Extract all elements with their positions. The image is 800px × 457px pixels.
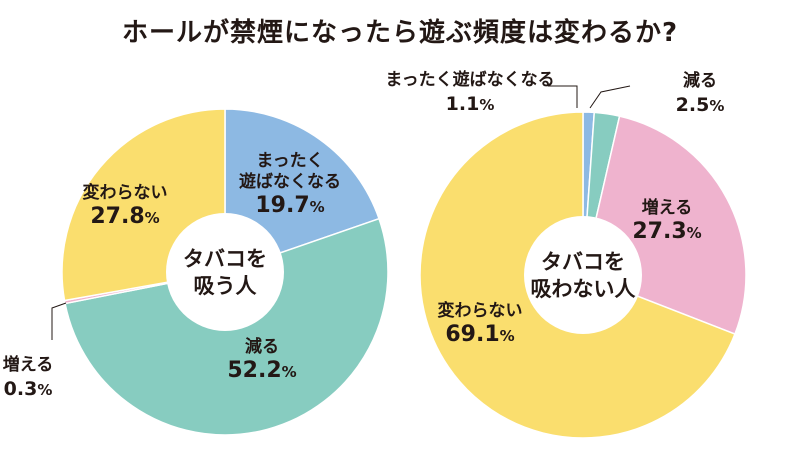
slice-value-label: 27.3% <box>632 219 701 244</box>
slice-labels: まったく遊ばなくなる19.7%減る52.2%増える0.3%変わらない27.8%ま… <box>3 69 725 400</box>
leader-line <box>51 302 67 340</box>
slice-name-label: 増える <box>3 354 54 375</box>
slice-name-label: 増える <box>642 197 693 218</box>
slice-value-label: 2.5% <box>676 94 725 116</box>
center-label: 吸わない人 <box>531 277 636 301</box>
slice-value-label: 0.3% <box>4 378 53 400</box>
slice-name-label: 変わらない <box>438 300 523 321</box>
slice-name-label: 遊ばなくなる <box>239 171 341 192</box>
chart-title: ホールが禁煙になったら遊ぶ頻度は変わるか? <box>121 18 679 48</box>
slice-name-label: まったく遊ばなくなる <box>385 69 554 90</box>
center-label: タバコを <box>541 250 625 274</box>
slice-value-label: 1.1% <box>446 93 495 115</box>
slice-value-label: 52.2% <box>227 358 296 383</box>
leader-line <box>589 85 631 109</box>
slice-value-label: 19.7% <box>255 193 324 218</box>
slice-name-label: 減る <box>245 336 279 357</box>
slice-name-label: 減る <box>683 70 717 91</box>
slice-name-label: 変わらない <box>83 182 168 203</box>
center-label: 吸う人 <box>194 274 257 298</box>
leader-line <box>548 85 578 108</box>
slice-value-label: 27.8% <box>90 204 159 229</box>
center-label: タバコを <box>183 247 267 271</box>
slice-name-label: まったく <box>256 151 323 171</box>
donut-hole <box>166 213 284 331</box>
slice-value-label: 69.1% <box>445 322 514 347</box>
donut-hole <box>524 216 642 334</box>
